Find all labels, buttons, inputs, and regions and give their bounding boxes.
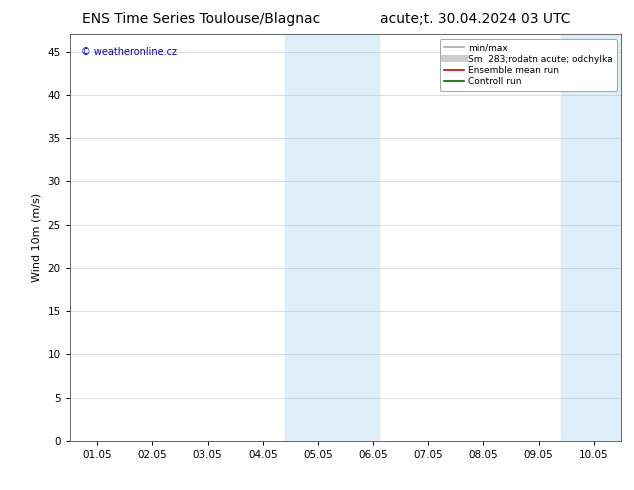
Y-axis label: Wind 10m (m/s): Wind 10m (m/s)	[32, 193, 42, 282]
Text: © weatheronline.cz: © weatheronline.cz	[81, 47, 177, 56]
Text: acute;t. 30.04.2024 03 UTC: acute;t. 30.04.2024 03 UTC	[380, 12, 571, 26]
Bar	[285, 34, 378, 441]
Legend: min/max, Sm  283;rodatn acute; odchylka, Ensemble mean run, Controll run: min/max, Sm 283;rodatn acute; odchylka, …	[440, 39, 617, 91]
Bar	[560, 34, 627, 441]
Text: ENS Time Series Toulouse/Blagnac: ENS Time Series Toulouse/Blagnac	[82, 12, 321, 26]
